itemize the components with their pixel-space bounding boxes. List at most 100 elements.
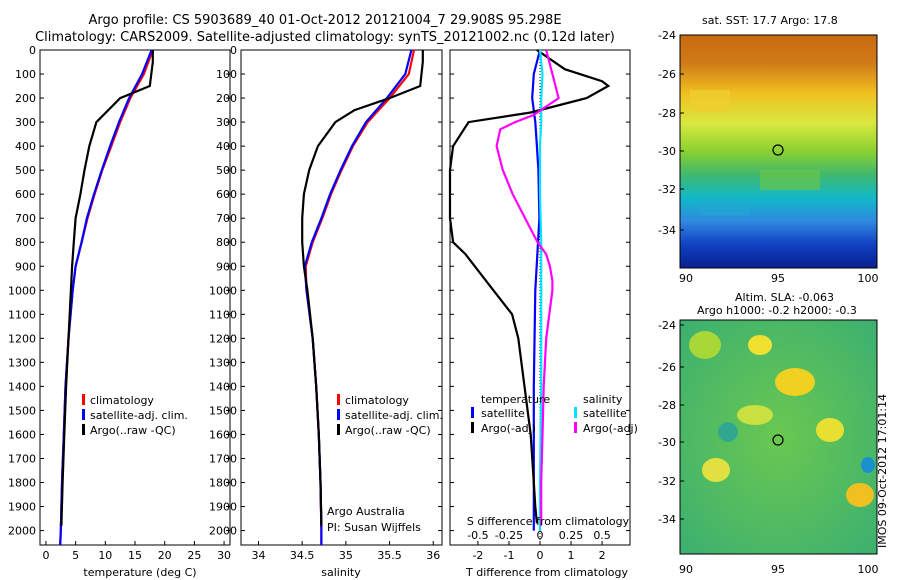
depth-tick-label: 500	[15, 164, 36, 177]
depth-tick-label: 700	[216, 212, 237, 225]
sla-field	[679, 319, 878, 555]
temperature-xlabel: temperature (deg C)	[83, 566, 196, 579]
map-lat-label: -30	[658, 436, 676, 449]
sst-map-title: sat. SST: 17.7 Argo: 17.8	[702, 14, 838, 27]
depth-tick-label: 700	[15, 212, 36, 225]
depth-tick-label: 1300	[209, 356, 237, 369]
s-tick-label: 0.5	[593, 529, 611, 542]
s-tick-label: 0.25	[559, 529, 584, 542]
map-lat-label: -24	[658, 319, 676, 332]
depth-tick-label: 1800	[209, 477, 237, 490]
depth-tick-label: 1100	[8, 308, 36, 321]
depth-tick-label: 1000	[8, 284, 36, 297]
legend-label: climatology	[90, 394, 154, 407]
depth-tick-label: 0	[29, 44, 36, 57]
legend-swatch-argo	[337, 424, 340, 435]
legend-swatch-climatology	[337, 394, 340, 405]
x-tick-label: 0	[42, 549, 49, 562]
depth-tick-label: 900	[15, 260, 36, 273]
series-line	[448, 49, 611, 524]
imos-timestamp: IMOS 09-Oct-2012 17:01:14	[876, 393, 889, 548]
sla-patch	[702, 458, 730, 482]
depth-tick-label: 1800	[8, 477, 36, 490]
depth-tick-label: 1000	[209, 284, 237, 297]
x-tick-label: 2	[599, 549, 606, 562]
depth-tick-label: 1700	[8, 452, 36, 465]
sla-map-title2: Argo h1000: -0.2 h2000: -0.3	[697, 304, 857, 317]
legend-label: satellite-adj. clim.	[90, 409, 188, 422]
legend-label: Argo(..raw -QC)	[90, 424, 176, 437]
sla-patch	[846, 483, 874, 507]
map-lon-label: 100	[858, 272, 879, 285]
map-lon-label: 90	[679, 272, 693, 285]
map-lon-label: 95	[771, 563, 785, 576]
depth-tick-label: 800	[216, 236, 237, 249]
legend-label: satellite-adj. clim.	[345, 409, 443, 422]
sla-patch	[861, 457, 875, 473]
depth-tick-label: 1900	[8, 501, 36, 514]
depth-tick-label: 200	[15, 92, 36, 105]
x-tick-label: -2	[472, 549, 483, 562]
salinity-xlabel: salinity	[321, 566, 361, 579]
legend-swatch-satellite-t	[471, 407, 474, 418]
legend-label: satellite	[481, 407, 525, 420]
temperature-legend: climatology satellite-adj. clim. Argo(..…	[82, 394, 188, 437]
x-tick-label: 34	[251, 549, 265, 562]
map-lon-label: 95	[771, 272, 785, 285]
depth-tick-label: 0	[230, 44, 237, 57]
legend-head-salinity: salinity	[583, 393, 623, 406]
x-tick-label: 25	[187, 549, 201, 562]
sst-patch	[690, 90, 730, 112]
depth-tick-label: 1900	[209, 501, 237, 514]
map-lat-label: -24	[658, 29, 676, 42]
argo-position-marker	[772, 434, 784, 446]
x-tick-label: 35	[339, 549, 353, 562]
sla-patch	[718, 422, 738, 442]
depth-tick-label: 100	[216, 68, 237, 81]
map-lat-label: -28	[658, 399, 676, 412]
legend-swatch-argo	[82, 424, 85, 435]
sla-patch	[689, 331, 721, 359]
map-lat-label: -26	[658, 68, 676, 81]
x-tick-label: 0	[537, 549, 544, 562]
legend-swatch-climatology	[82, 394, 85, 405]
temperature-panel	[39, 49, 231, 546]
sla-patch	[737, 405, 773, 425]
argo-position-marker	[772, 144, 784, 156]
x-tick-label: 20	[158, 549, 172, 562]
x-tick-label: 35.5	[377, 549, 402, 562]
legend-swatch-satellite-adj	[82, 409, 85, 420]
x-tick-label: 10	[98, 549, 112, 562]
map-lat-label: -34	[658, 513, 676, 526]
sst-patch	[700, 200, 750, 215]
x-tick-label: -1	[503, 549, 514, 562]
float-program-note: Argo Australia	[327, 505, 405, 518]
depth-tick-label: 2000	[8, 525, 36, 538]
map-lat-label: -32	[658, 183, 676, 196]
legend-head-temperature: temperature	[481, 393, 550, 406]
legend-swatch-argo-t	[471, 422, 474, 433]
salinity-panel	[240, 49, 443, 546]
series-line	[60, 50, 154, 526]
map-lat-label: -32	[658, 475, 676, 488]
map-lon-label: 100	[858, 563, 879, 576]
x-tick-label: 1	[568, 549, 575, 562]
depth-tick-label: 100	[15, 68, 36, 81]
x-tick-label: 36	[426, 549, 440, 562]
legend-swatch-satellite-s	[574, 407, 577, 418]
sla-patch	[748, 335, 772, 355]
depth-tick-label: 2000	[209, 525, 237, 538]
depth-tick-label: 1200	[209, 332, 237, 345]
depth-tick-label: 1400	[209, 380, 237, 393]
pi-note: PI: Susan Wijffels	[327, 521, 421, 534]
map-lat-label: -26	[658, 361, 676, 374]
depth-tick-label: 600	[15, 188, 36, 201]
depth-tick-label: 400	[216, 140, 237, 153]
sst-patch	[760, 170, 820, 190]
map-lat-label: -30	[658, 145, 676, 158]
depth-tick-label: 1300	[8, 356, 36, 369]
series-line	[301, 50, 424, 526]
depth-tick-label: 1600	[209, 428, 237, 441]
depth-tick-label: 1200	[8, 332, 36, 345]
